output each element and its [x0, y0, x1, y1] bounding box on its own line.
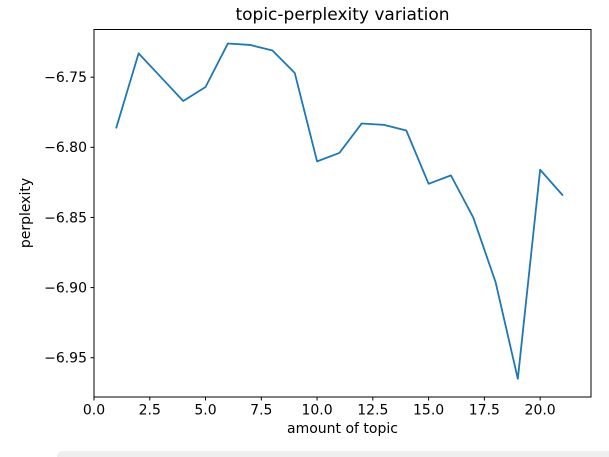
chart-title: topic-perplexity variation — [235, 5, 450, 25]
bottom-panel-edge — [57, 451, 609, 457]
perplexity-line — [115, 42, 564, 380]
x-tick-label: 12.5 — [357, 403, 388, 419]
x-axis-label: amount of topic — [287, 421, 398, 437]
plot-frame — [93, 29, 592, 398]
y-tick-label: −6.80 — [44, 140, 87, 156]
x-tick-label: 0.0 — [83, 403, 105, 419]
x-tick-label: 10.0 — [301, 403, 332, 419]
x-tick-label: 20.0 — [525, 403, 556, 419]
x-tick-label: 15.0 — [413, 403, 444, 419]
x-tick-label: 7.5 — [250, 403, 272, 419]
y-tick-label: −6.85 — [44, 210, 87, 226]
y-tick-label: −6.75 — [44, 70, 87, 86]
x-tick-label: 2.5 — [139, 403, 161, 419]
x-tick-label: 5.0 — [194, 403, 216, 419]
x-tick-label: 17.5 — [469, 403, 500, 419]
y-tick-label: −6.90 — [44, 280, 87, 296]
y-tick-label: −6.95 — [44, 351, 87, 367]
y-axis-label: perplexity — [18, 177, 34, 249]
